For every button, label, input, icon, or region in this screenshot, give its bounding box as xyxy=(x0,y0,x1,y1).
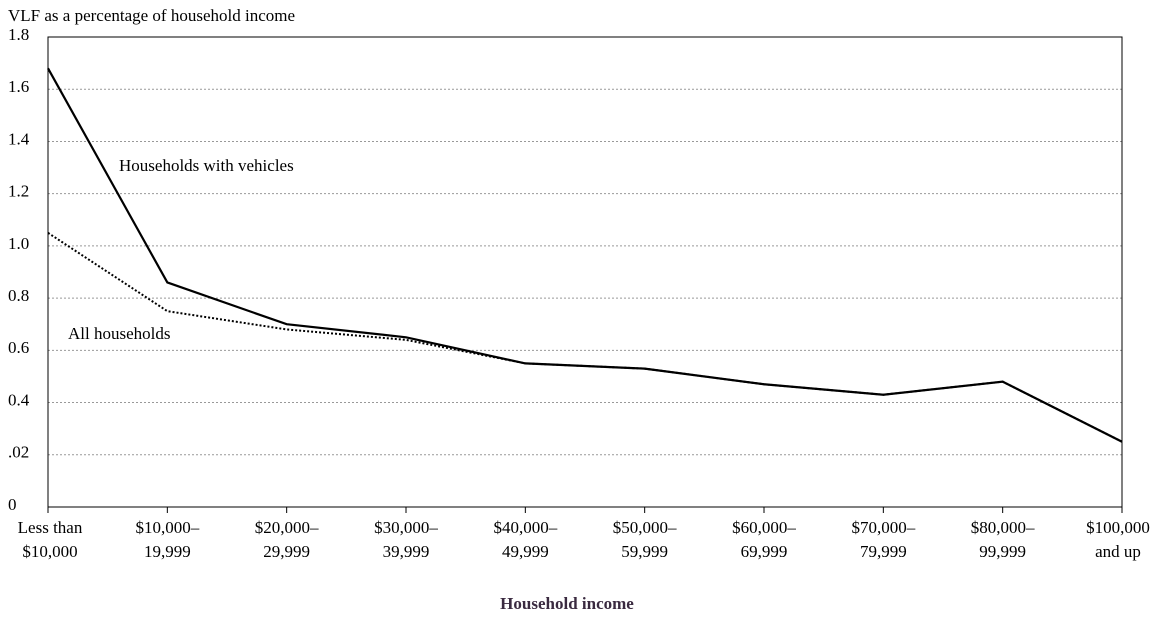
x-tick-label: 49,999 xyxy=(502,542,549,561)
y-tick-label: 0.6 xyxy=(8,338,29,357)
x-tick-label: $60,000– xyxy=(732,518,796,537)
x-tick-label: 79,999 xyxy=(860,542,907,561)
x-tick-label: $40,000– xyxy=(493,518,557,537)
y-tick-label: 0 xyxy=(8,495,17,514)
y-tick-label: 1.0 xyxy=(8,234,29,253)
y-tick-label: 0.4 xyxy=(8,390,30,409)
x-tick-label: 39,999 xyxy=(383,542,430,561)
plot-frame xyxy=(47,36,1123,508)
series-annotation: Households with vehicles xyxy=(119,156,294,175)
x-tick-label: $80,000– xyxy=(971,518,1035,537)
x-tick-label: $100,000 xyxy=(1086,518,1150,537)
x-tick-label: 29,999 xyxy=(263,542,310,561)
y-tick-label: 1.2 xyxy=(8,182,29,201)
y-tick-label: 1.4 xyxy=(8,129,30,148)
series-line xyxy=(47,67,1123,443)
x-tick-label: and up xyxy=(1095,542,1141,561)
chart-title: VLF as a percentage of household income xyxy=(8,6,295,25)
x-tick-label: $20,000– xyxy=(255,518,319,537)
x-tick-label: 69,999 xyxy=(741,542,788,561)
x-tick-label: $10,000– xyxy=(135,518,199,537)
x-axis-label: Household income xyxy=(500,594,634,613)
series-annotation: All households xyxy=(68,324,170,343)
y-tick-label: 1.6 xyxy=(8,77,29,96)
y-tick-label: 0.8 xyxy=(8,286,29,305)
x-tick-label: 19,999 xyxy=(144,542,191,561)
series-line xyxy=(47,231,1123,443)
x-tick-label: $10,000 xyxy=(22,542,77,561)
x-tick-label: 59,999 xyxy=(621,542,668,561)
x-tick-label: 99,999 xyxy=(979,542,1026,561)
x-tick-label: $30,000– xyxy=(374,518,438,537)
y-tick-label: .02 xyxy=(8,443,29,462)
y-tick-label: 1.8 xyxy=(8,25,29,44)
x-tick-label: $50,000– xyxy=(613,518,677,537)
x-tick-label: Less than xyxy=(18,518,83,537)
x-tick-label: $70,000– xyxy=(851,518,915,537)
